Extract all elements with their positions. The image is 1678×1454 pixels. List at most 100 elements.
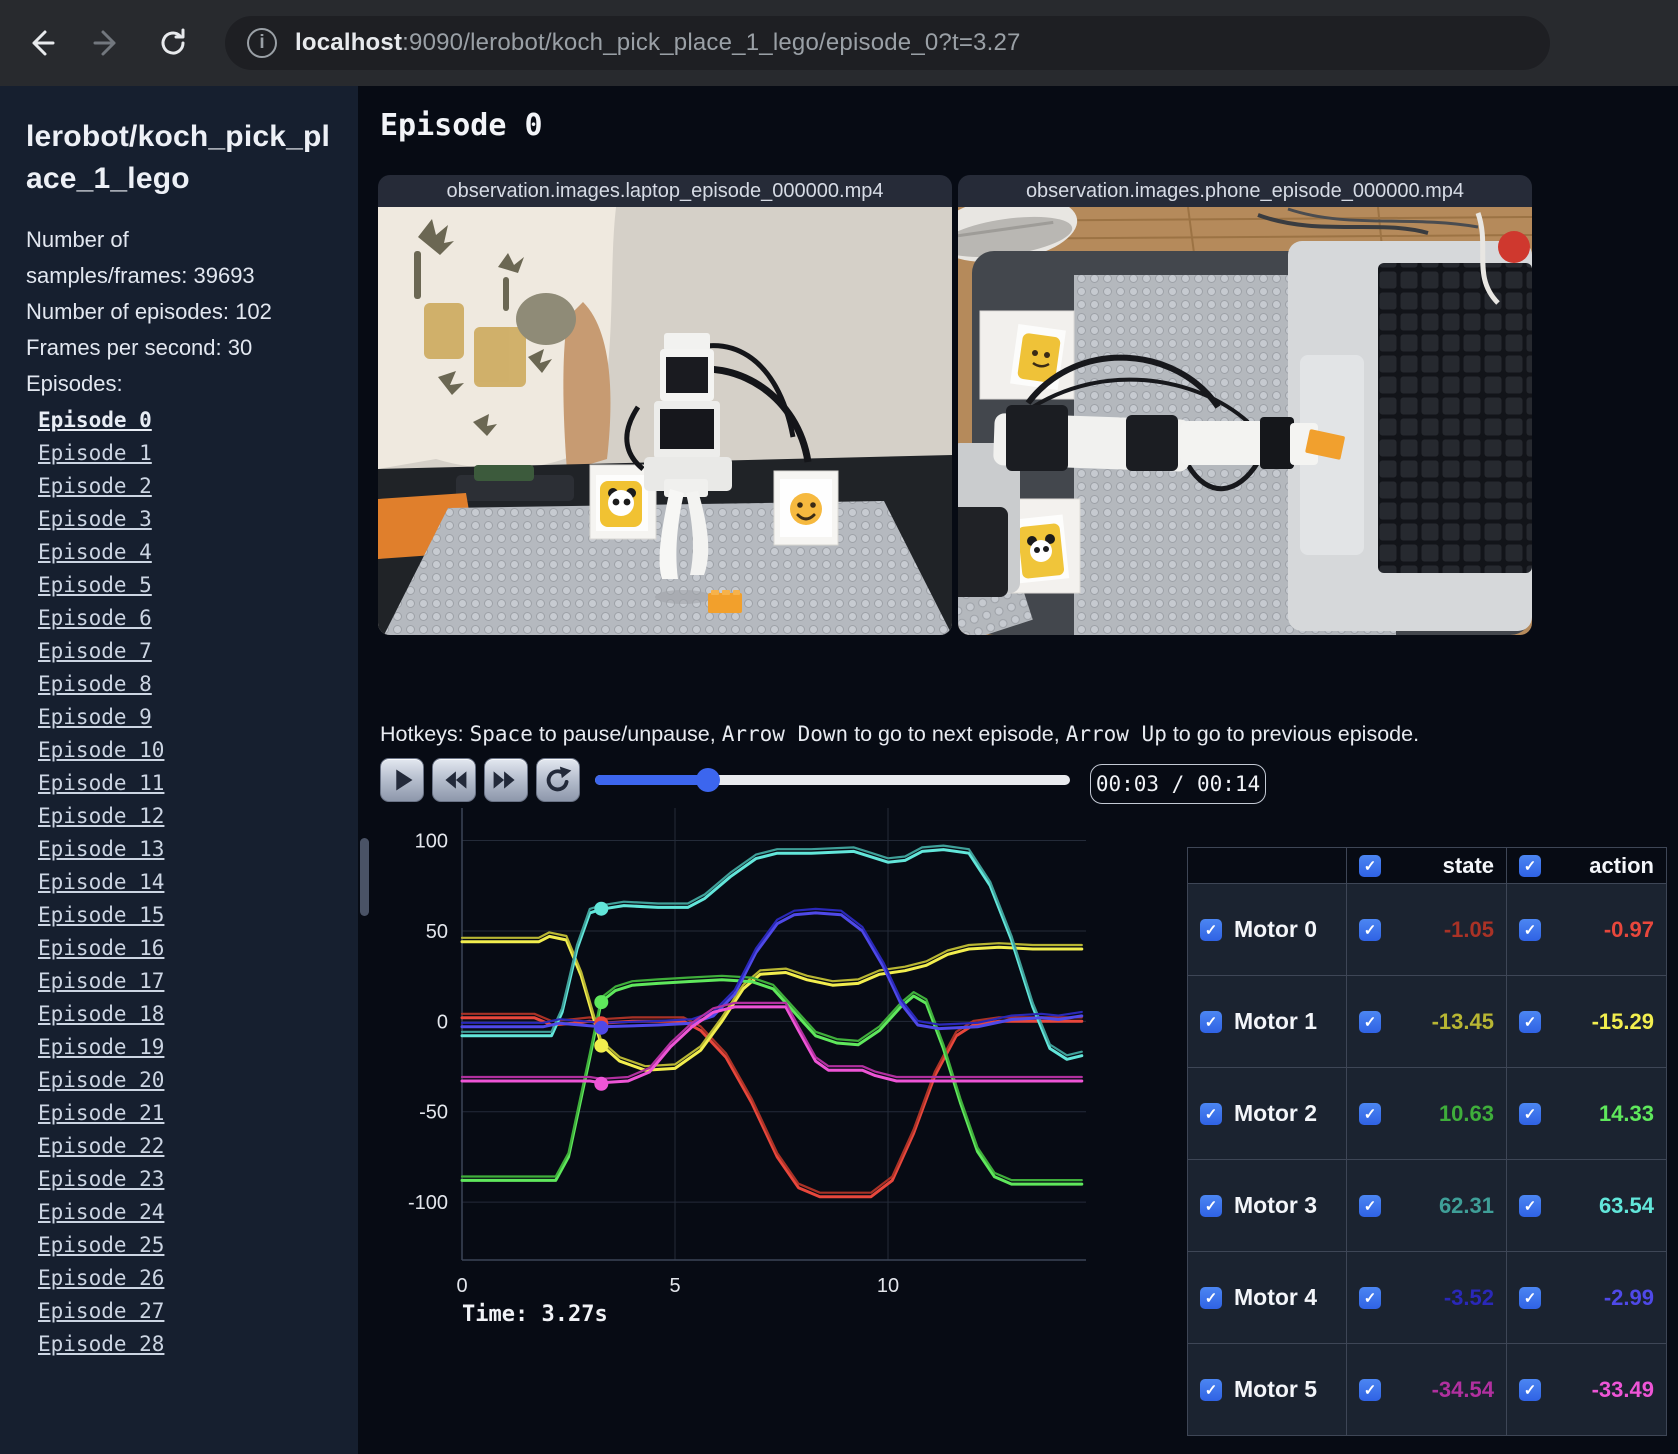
episode-link[interactable]: Episode 27 (38, 1299, 165, 1323)
browser-toolbar: i localhost:9090/lerobot/koch_pick_place… (0, 0, 1678, 86)
site-info-icon[interactable]: i (247, 28, 277, 58)
episode-link[interactable]: Episode 10 (38, 738, 165, 762)
episode-link[interactable]: Episode 8 (38, 672, 152, 696)
motor-checkbox[interactable]: ✓ (1200, 1010, 1222, 1033)
url-text: localhost:9090/lerobot/koch_pick_place_1… (295, 29, 1021, 57)
rewind-button[interactable] (432, 758, 476, 802)
page-title: Episode 0 (380, 108, 543, 143)
svg-text:5: 5 (669, 1275, 680, 1297)
dataset-title-line1: lerobot/koch_pick_pl (26, 120, 331, 153)
reload-icon[interactable] (150, 20, 196, 66)
seek-slider-thumb[interactable] (696, 768, 721, 792)
back-icon[interactable] (18, 20, 64, 66)
action-checkbox[interactable]: ✓ (1519, 918, 1541, 941)
action-checkbox[interactable]: ✓ (1519, 1286, 1541, 1309)
action-value: 63.54 (1598, 1192, 1654, 1218)
column-checkbox-state[interactable]: ✓ (1359, 854, 1381, 877)
motor-table: ✓ state ✓ action ✓ Motor 0 ✓ -1.05 ✓ -0.97 ✓ Motor… (1187, 847, 1667, 1436)
column-label-action: action (1589, 852, 1654, 878)
hotkey-text: Hotkeys: (380, 722, 470, 746)
episode-link[interactable]: Episode 17 (38, 969, 165, 993)
video-laptop[interactable]: observation.images.laptop_episode_000000… (378, 175, 952, 635)
url-path: :9090/lerobot/koch_pick_place_1_lego/epi… (402, 29, 1021, 56)
episode-link[interactable]: Episode 23 (38, 1167, 165, 1191)
column-checkbox-action[interactable]: ✓ (1519, 854, 1541, 877)
motor-chart-svg: 100 50 0 -50 -100 0 5 10 (408, 808, 1086, 1297)
action-value: -0.97 (1603, 916, 1654, 942)
action-value: 14.33 (1598, 1100, 1654, 1126)
episode-link[interactable]: Episode 15 (38, 903, 165, 927)
episode-link[interactable]: Episode 4 (38, 540, 152, 564)
episode-link[interactable]: Episode 13 (38, 837, 165, 861)
action-checkbox[interactable]: ✓ (1519, 1378, 1541, 1401)
hotkey-text: to go to next episode, (848, 722, 1066, 746)
episode-link[interactable]: Episode 6 (38, 606, 152, 630)
time-display: 00:03 / 00:14 (1090, 764, 1266, 804)
episode-link[interactable]: Episode 0 (38, 408, 152, 432)
play-button[interactable] (380, 758, 424, 802)
episode-link[interactable]: Episode 19 (38, 1035, 165, 1059)
motor-label: Motor 2 (1234, 1100, 1318, 1126)
state-value: -3.52 (1443, 1284, 1494, 1310)
video-laptop-frame (378, 207, 952, 635)
hotkeys-help: Hotkeys: Space to pause/unpause, Arrow D… (380, 722, 1419, 747)
action-checkbox[interactable]: ✓ (1519, 1010, 1541, 1033)
motor-label: Motor 0 (1234, 916, 1318, 942)
motor-row: ✓ Motor 3 ✓ 62.31 ✓ 63.54 (1187, 1159, 1667, 1252)
address-bar[interactable]: i localhost:9090/lerobot/koch_pick_place… (225, 16, 1550, 70)
episode-link[interactable]: Episode 24 (38, 1200, 165, 1224)
episode-link[interactable]: Episode 3 (38, 507, 152, 531)
episode-link[interactable]: Episode 14 (38, 870, 165, 894)
hotkey-text: to go to previous episode. (1166, 722, 1420, 746)
sidebar: lerobot/koch_pick_pl ace_1_lego Number o… (0, 86, 358, 1454)
fast-forward-button[interactable] (484, 758, 528, 802)
svg-text:10: 10 (877, 1275, 899, 1297)
episode-link[interactable]: Episode 7 (38, 639, 152, 663)
state-checkbox[interactable]: ✓ (1359, 1378, 1381, 1401)
motor-checkbox[interactable]: ✓ (1200, 1378, 1222, 1401)
dataset-title: lerobot/koch_pick_pl ace_1_lego (26, 116, 336, 200)
action-value: -2.99 (1603, 1284, 1654, 1310)
episode-link[interactable]: Episode 5 (38, 573, 152, 597)
motor-checkbox[interactable]: ✓ (1200, 918, 1222, 941)
state-checkbox[interactable]: ✓ (1359, 1010, 1381, 1033)
video-phone[interactable]: observation.images.phone_episode_000000.… (958, 175, 1532, 635)
motor-checkbox[interactable]: ✓ (1200, 1286, 1222, 1309)
state-checkbox[interactable]: ✓ (1359, 1102, 1381, 1125)
video-laptop-label: observation.images.laptop_episode_000000… (378, 175, 952, 207)
episode-link[interactable]: Episode 28 (38, 1332, 165, 1356)
action-checkbox[interactable]: ✓ (1519, 1194, 1541, 1217)
state-value: -34.54 (1431, 1376, 1494, 1402)
episode-link[interactable]: Episode 9 (38, 705, 152, 729)
action-checkbox[interactable]: ✓ (1519, 1102, 1541, 1125)
motor-row: ✓ Motor 2 ✓ 10.63 ✓ 14.33 (1187, 1067, 1667, 1160)
seek-slider[interactable] (595, 768, 1070, 792)
svg-text:-100: -100 (408, 1192, 448, 1214)
episode-link[interactable]: Episode 21 (38, 1101, 165, 1125)
episode-link[interactable]: Episode 16 (38, 936, 165, 960)
state-value: 62.31 (1438, 1192, 1494, 1218)
episode-link[interactable]: Episode 11 (38, 771, 165, 795)
episode-link[interactable]: Episode 12 (38, 804, 165, 828)
svg-text:100: 100 (415, 831, 448, 853)
dataset-info: Number of samples/frames: 39693 Number of … (26, 222, 272, 402)
episode-link[interactable]: Episode 18 (38, 1002, 165, 1026)
episode-link[interactable]: Episode 26 (38, 1266, 165, 1290)
loop-button[interactable] (536, 758, 580, 802)
episode-link[interactable]: Episode 20 (38, 1068, 165, 1092)
dataset-title-line2: ace_1_lego (26, 162, 190, 195)
motor-checkbox[interactable]: ✓ (1200, 1102, 1222, 1125)
action-value: -15.29 (1591, 1008, 1654, 1034)
episode-link[interactable]: Episode 25 (38, 1233, 165, 1257)
state-checkbox[interactable]: ✓ (1359, 1286, 1381, 1309)
motor-checkbox[interactable]: ✓ (1200, 1194, 1222, 1217)
scrollbar-thumb[interactable] (360, 838, 369, 916)
motor-label: Motor 3 (1234, 1192, 1318, 1218)
episode-link[interactable]: Episode 1 (38, 441, 152, 465)
hotkey-key: Arrow Down (721, 722, 849, 746)
forward-icon[interactable] (84, 20, 130, 66)
episode-link[interactable]: Episode 2 (38, 474, 152, 498)
state-checkbox[interactable]: ✓ (1359, 1194, 1381, 1217)
state-checkbox[interactable]: ✓ (1359, 918, 1381, 941)
episode-link[interactable]: Episode 22 (38, 1134, 165, 1158)
